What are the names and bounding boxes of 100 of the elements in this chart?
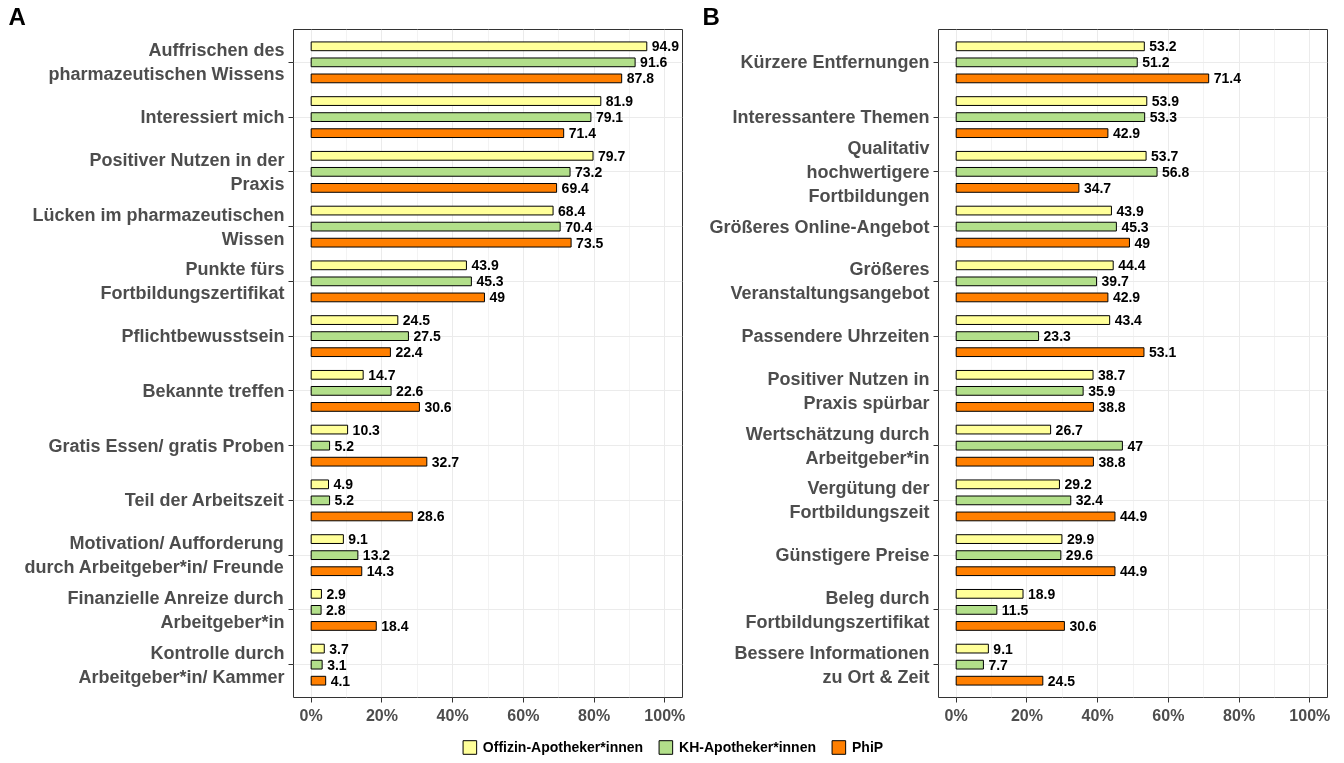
data-label: 26.7 [1055, 421, 1084, 438]
data-label: 42.9 [1112, 289, 1141, 306]
data-label: 47 [1127, 437, 1144, 454]
data-label: 43.9 [471, 257, 499, 274]
data-label: 53.2 [1149, 38, 1177, 55]
data-label: 24.5 [402, 312, 431, 329]
bar [310, 150, 594, 161]
data-label: 81.9 [605, 93, 634, 110]
bar [955, 386, 1084, 396]
bar [955, 456, 1094, 467]
bar [955, 205, 1112, 216]
data-label: 71.4 [1213, 70, 1242, 87]
x-tick-label: 80% [1223, 706, 1256, 724]
data-label: 68.4 [558, 202, 586, 219]
bar [955, 315, 1111, 325]
data-label: 2.9 [326, 585, 347, 602]
bar [310, 566, 363, 577]
bar [955, 511, 1116, 522]
bar [310, 588, 322, 599]
bar [955, 440, 1123, 451]
bar [310, 440, 331, 451]
bar [310, 73, 623, 84]
bar [955, 369, 1094, 380]
text: B [702, 2, 720, 30]
data-label: 45.3 [1121, 218, 1149, 235]
data-label: 29.6 [1065, 547, 1094, 564]
data-label: 30.6 [1069, 617, 1097, 634]
data-label: 18.9 [1028, 585, 1056, 602]
bar [955, 183, 1080, 193]
data-label: 3.1 [327, 656, 347, 673]
data-label: 18.4 [381, 617, 409, 634]
bar [310, 621, 377, 631]
bar [955, 402, 1094, 412]
bar [310, 41, 648, 52]
data-label: 14.3 [366, 563, 395, 580]
bar [955, 237, 1130, 248]
data-label: 29.9 [1066, 531, 1095, 548]
data-label: 14.7 [368, 366, 396, 383]
data-label: 49 [489, 289, 506, 306]
data-label: 35.9 [1088, 382, 1116, 399]
data-label: 94.9 [651, 38, 680, 55]
y-tick-label: Positiver Nutzen in Praxis spürbar [767, 368, 930, 413]
y-tick-label: Finanzielle Anreize durch Arbeitgeber*in [67, 587, 285, 632]
bar [310, 237, 572, 248]
bar [310, 511, 413, 522]
data-label: 32.4 [1075, 492, 1104, 509]
bar [955, 73, 1210, 84]
bar [955, 675, 1044, 686]
bar [310, 369, 364, 380]
data-label: 7.7 [988, 656, 1009, 673]
data-label: 87.8 [626, 70, 655, 87]
y-tick-label: Interessiert mich [140, 107, 285, 128]
data-label: 22.6 [396, 382, 424, 399]
bar [955, 621, 1065, 631]
bar [310, 331, 409, 341]
bar [310, 128, 565, 139]
data-label: 29.2 [1064, 476, 1092, 493]
data-label: 38.8 [1098, 453, 1126, 470]
bar [955, 150, 1147, 161]
x-tick-label: 60% [507, 706, 540, 724]
data-label: 30.6 [424, 398, 452, 415]
y-tick-label: Positiver Nutzen in der Praxis [89, 149, 285, 194]
bar [955, 96, 1148, 106]
data-label: 73.5 [576, 234, 604, 251]
data-label: 44.4 [1118, 257, 1146, 274]
data-label: 32.7 [431, 453, 460, 470]
data-label: 70.4 [565, 218, 593, 235]
x-tick-label: 100% [644, 706, 686, 724]
bar [310, 205, 554, 216]
x-tick-label: 40% [1081, 706, 1114, 724]
bar [955, 276, 1098, 287]
y-tick-label: Kontrolle durch Arbeitgeber*in/ Kammer [78, 642, 285, 687]
x-tick-label: 0% [944, 706, 968, 724]
y-tick-label: Vergütung der Fortbildungszeit [789, 478, 930, 523]
bar [310, 659, 323, 670]
y-tick-label: Kürzere Entfernungen [740, 52, 930, 73]
y-tick-label: Lücken im pharmazeutischen Wissen [32, 204, 285, 249]
bar [955, 128, 1109, 139]
bar [310, 166, 571, 177]
data-label: 44.9 [1119, 563, 1148, 580]
bar [955, 534, 1063, 544]
data-label: 53.1 [1148, 344, 1177, 361]
bar [955, 347, 1145, 358]
data-label: 27.5 [413, 328, 441, 345]
y-tick-label: Günstigere Preise [775, 545, 930, 566]
bar [955, 41, 1145, 52]
bar [310, 292, 485, 303]
data-label: 43.9 [1116, 202, 1144, 219]
data-label: 79.7 [598, 147, 626, 164]
data-label: 44.9 [1119, 508, 1148, 525]
data-label: 3.7 [329, 640, 349, 657]
data-label: 51.2 [1142, 54, 1170, 71]
data-label: 10.3 [352, 421, 381, 438]
bar [955, 292, 1109, 303]
bar [310, 456, 428, 467]
bar [310, 276, 472, 287]
bar [310, 479, 330, 490]
x-tick-label: 0% [299, 706, 323, 724]
data-label: 11.5 [1001, 601, 1029, 618]
y-tick-label: Gratis Essen/ gratis Proben [48, 435, 285, 456]
